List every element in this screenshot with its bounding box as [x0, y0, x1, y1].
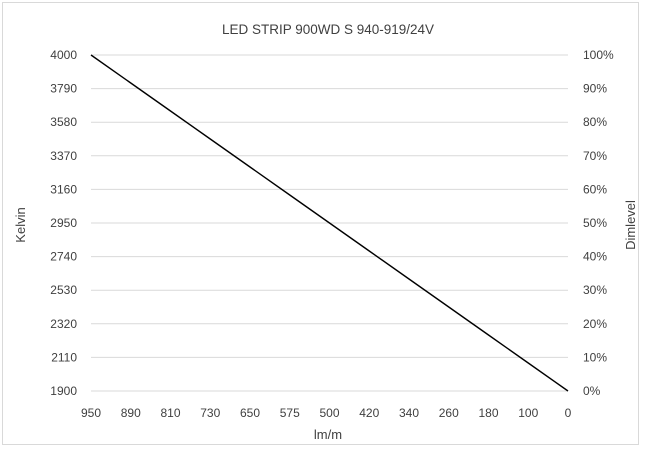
y-tick-label: 3790 [50, 82, 77, 96]
y2-tick-label: 50% [583, 216, 607, 230]
x-tick-label: 100 [518, 406, 538, 420]
y-axis-ticks: 1900 2110 2320 2530 2740 2950 3160 3370 3580 3790… [50, 48, 77, 398]
y2-tick-label: 20% [583, 317, 607, 331]
y2-tick-label: 60% [583, 182, 607, 196]
y-tick-label: 2740 [50, 250, 77, 264]
x-tick-label: 650 [240, 406, 260, 420]
x-tick-label: 420 [359, 406, 379, 420]
y2-axis-title: Dimlevel [623, 200, 638, 250]
x-tick-label: 500 [319, 406, 339, 420]
y-tick-label: 2530 [50, 283, 77, 297]
y-tick-label: 3580 [50, 115, 77, 129]
y-tick-label: 2320 [50, 317, 77, 331]
x-tick-label: 950 [81, 406, 101, 420]
y-axis-title: Kelvin [13, 207, 28, 242]
y-tick-label: 2950 [50, 216, 77, 230]
y2-tick-label: 0% [583, 384, 601, 398]
x-tick-label: 340 [399, 406, 419, 420]
chart-frame: LED STRIP 900WD S 940-919/24V 1900 2110 23… [2, 2, 639, 445]
y2-tick-label: 70% [583, 149, 607, 163]
y2-tick-label: 40% [583, 250, 607, 264]
y2-axis-ticks: 0% 10% 20% 30% 40% 50% 60% 70% 80% 90% 100% [583, 48, 614, 398]
x-axis-ticks: 950 890 810 730 650 575 500 420 340 260 180 100 0 [81, 406, 572, 420]
y2-tick-label: 100% [583, 48, 614, 62]
y-tick-label: 3370 [50, 149, 77, 163]
series-layer [90, 54, 569, 392]
y-tick-label: 3160 [50, 182, 77, 196]
x-tick-label: 730 [200, 406, 220, 420]
series-line [90, 54, 569, 392]
x-tick-label: 260 [439, 406, 459, 420]
chart-title: LED STRIP 900WD S 940-919/24V [222, 22, 434, 37]
y2-tick-label: 10% [583, 350, 607, 364]
chart-svg: LED STRIP 900WD S 940-919/24V 1900 2110 23… [13, 22, 638, 442]
x-axis-title: lm/m [314, 427, 342, 442]
x-tick-label: 890 [121, 406, 141, 420]
x-tick-label: 575 [280, 406, 300, 420]
y-tick-label: 2110 [51, 350, 77, 364]
y2-tick-label: 80% [583, 115, 607, 129]
x-tick-label: 810 [160, 406, 180, 420]
y-tick-label: 4000 [50, 48, 77, 62]
y2-tick-label: 90% [583, 82, 607, 96]
y-tick-label: 1900 [50, 384, 77, 398]
y2-tick-label: 30% [583, 283, 607, 297]
x-tick-label: 180 [478, 406, 498, 420]
x-tick-label: 0 [565, 406, 572, 420]
